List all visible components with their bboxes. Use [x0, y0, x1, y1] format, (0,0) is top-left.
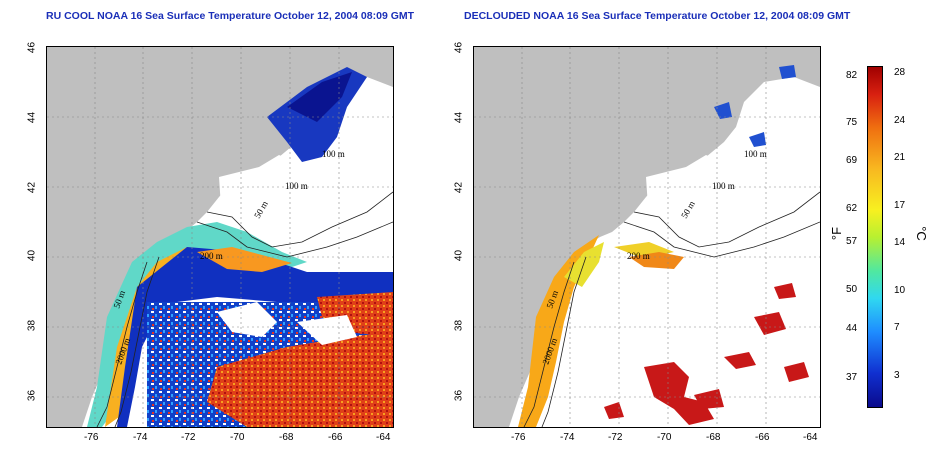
contour-label: 200 m [200, 251, 223, 261]
gulf-stream-warm [207, 332, 393, 427]
x-tick-label: -66 [755, 432, 770, 443]
celsius-tick: 21 [894, 152, 906, 163]
fahrenheit-tick: 44 [846, 323, 858, 334]
x-tick-label: -64 [803, 432, 818, 443]
shelf-water [87, 222, 307, 427]
y-tick-label: 36 [453, 389, 465, 402]
y-tick-label: 46 [453, 41, 465, 54]
celsius-tick: 14 [894, 237, 906, 248]
fahrenheit-tick: 37 [846, 372, 858, 383]
temperature-colorbar [867, 66, 883, 408]
y-tick-label: 42 [453, 181, 465, 194]
fahrenheit-tick: 62 [846, 203, 858, 214]
x-tick-label: -76 [511, 432, 526, 443]
gulf-stream-warm [644, 362, 714, 425]
celsius-tick: 28 [894, 67, 906, 78]
fahrenheit-tick: 75 [846, 117, 858, 128]
y-tick-label: 44 [26, 111, 38, 124]
y-tick-label: 46 [26, 41, 38, 54]
contour-label: 100 m [322, 149, 345, 159]
x-tick-label: -68 [706, 432, 721, 443]
fahrenheit-tick: 69 [846, 155, 858, 166]
fahrenheit-tick: 82 [846, 70, 858, 81]
y-tick-label: 42 [26, 181, 38, 194]
x-tick-label: -72 [608, 432, 623, 443]
y-tick-label: 40 [453, 249, 465, 262]
left-map-title: RU COOL NOAA 16 Sea Surface Temperature … [46, 10, 415, 22]
right-map-title: DECLOUDED NOAA 16 Sea Surface Temperatur… [464, 10, 851, 22]
y-tick-label: 38 [453, 319, 465, 332]
y-tick-label: 40 [26, 249, 38, 262]
x-tick-label: -64 [376, 432, 391, 443]
x-tick-label: -74 [560, 432, 575, 443]
y-tick-label: 36 [26, 389, 38, 402]
celsius-unit-label: °C [913, 226, 929, 241]
x-tick-label: -70 [657, 432, 672, 443]
fahrenheit-tick: 50 [846, 284, 858, 295]
x-tick-label: -76 [84, 432, 99, 443]
contour-label: 100 m [744, 149, 767, 159]
y-tick-label: 38 [26, 319, 38, 332]
land-mass [47, 47, 393, 427]
x-tick-label: -70 [230, 432, 245, 443]
fahrenheit-tick: 57 [846, 236, 858, 247]
celsius-tick: 17 [894, 200, 906, 211]
right-sst-map: 100 m 100 m 50 m 200 m 50 m 2000 m [473, 46, 821, 428]
celsius-tick: 3 [894, 370, 900, 381]
left-sst-map: 100 m 100 m 50 m 200 m 50 m 2000 m [46, 46, 394, 428]
x-tick-label: -66 [328, 432, 343, 443]
celsius-tick: 24 [894, 115, 906, 126]
fahrenheit-unit-label: °F [829, 226, 845, 241]
coastal-water [518, 235, 599, 427]
y-tick-label: 44 [453, 111, 465, 124]
contour-label: 100 m [712, 181, 735, 191]
land-mass [474, 47, 820, 427]
celsius-tick: 10 [894, 285, 906, 296]
x-tick-label: -74 [133, 432, 148, 443]
x-tick-label: -72 [181, 432, 196, 443]
x-tick-label: -68 [279, 432, 294, 443]
celsius-tick: 7 [894, 322, 900, 333]
contour-label: 100 m [285, 181, 308, 191]
contour-label: 200 m [627, 251, 650, 261]
